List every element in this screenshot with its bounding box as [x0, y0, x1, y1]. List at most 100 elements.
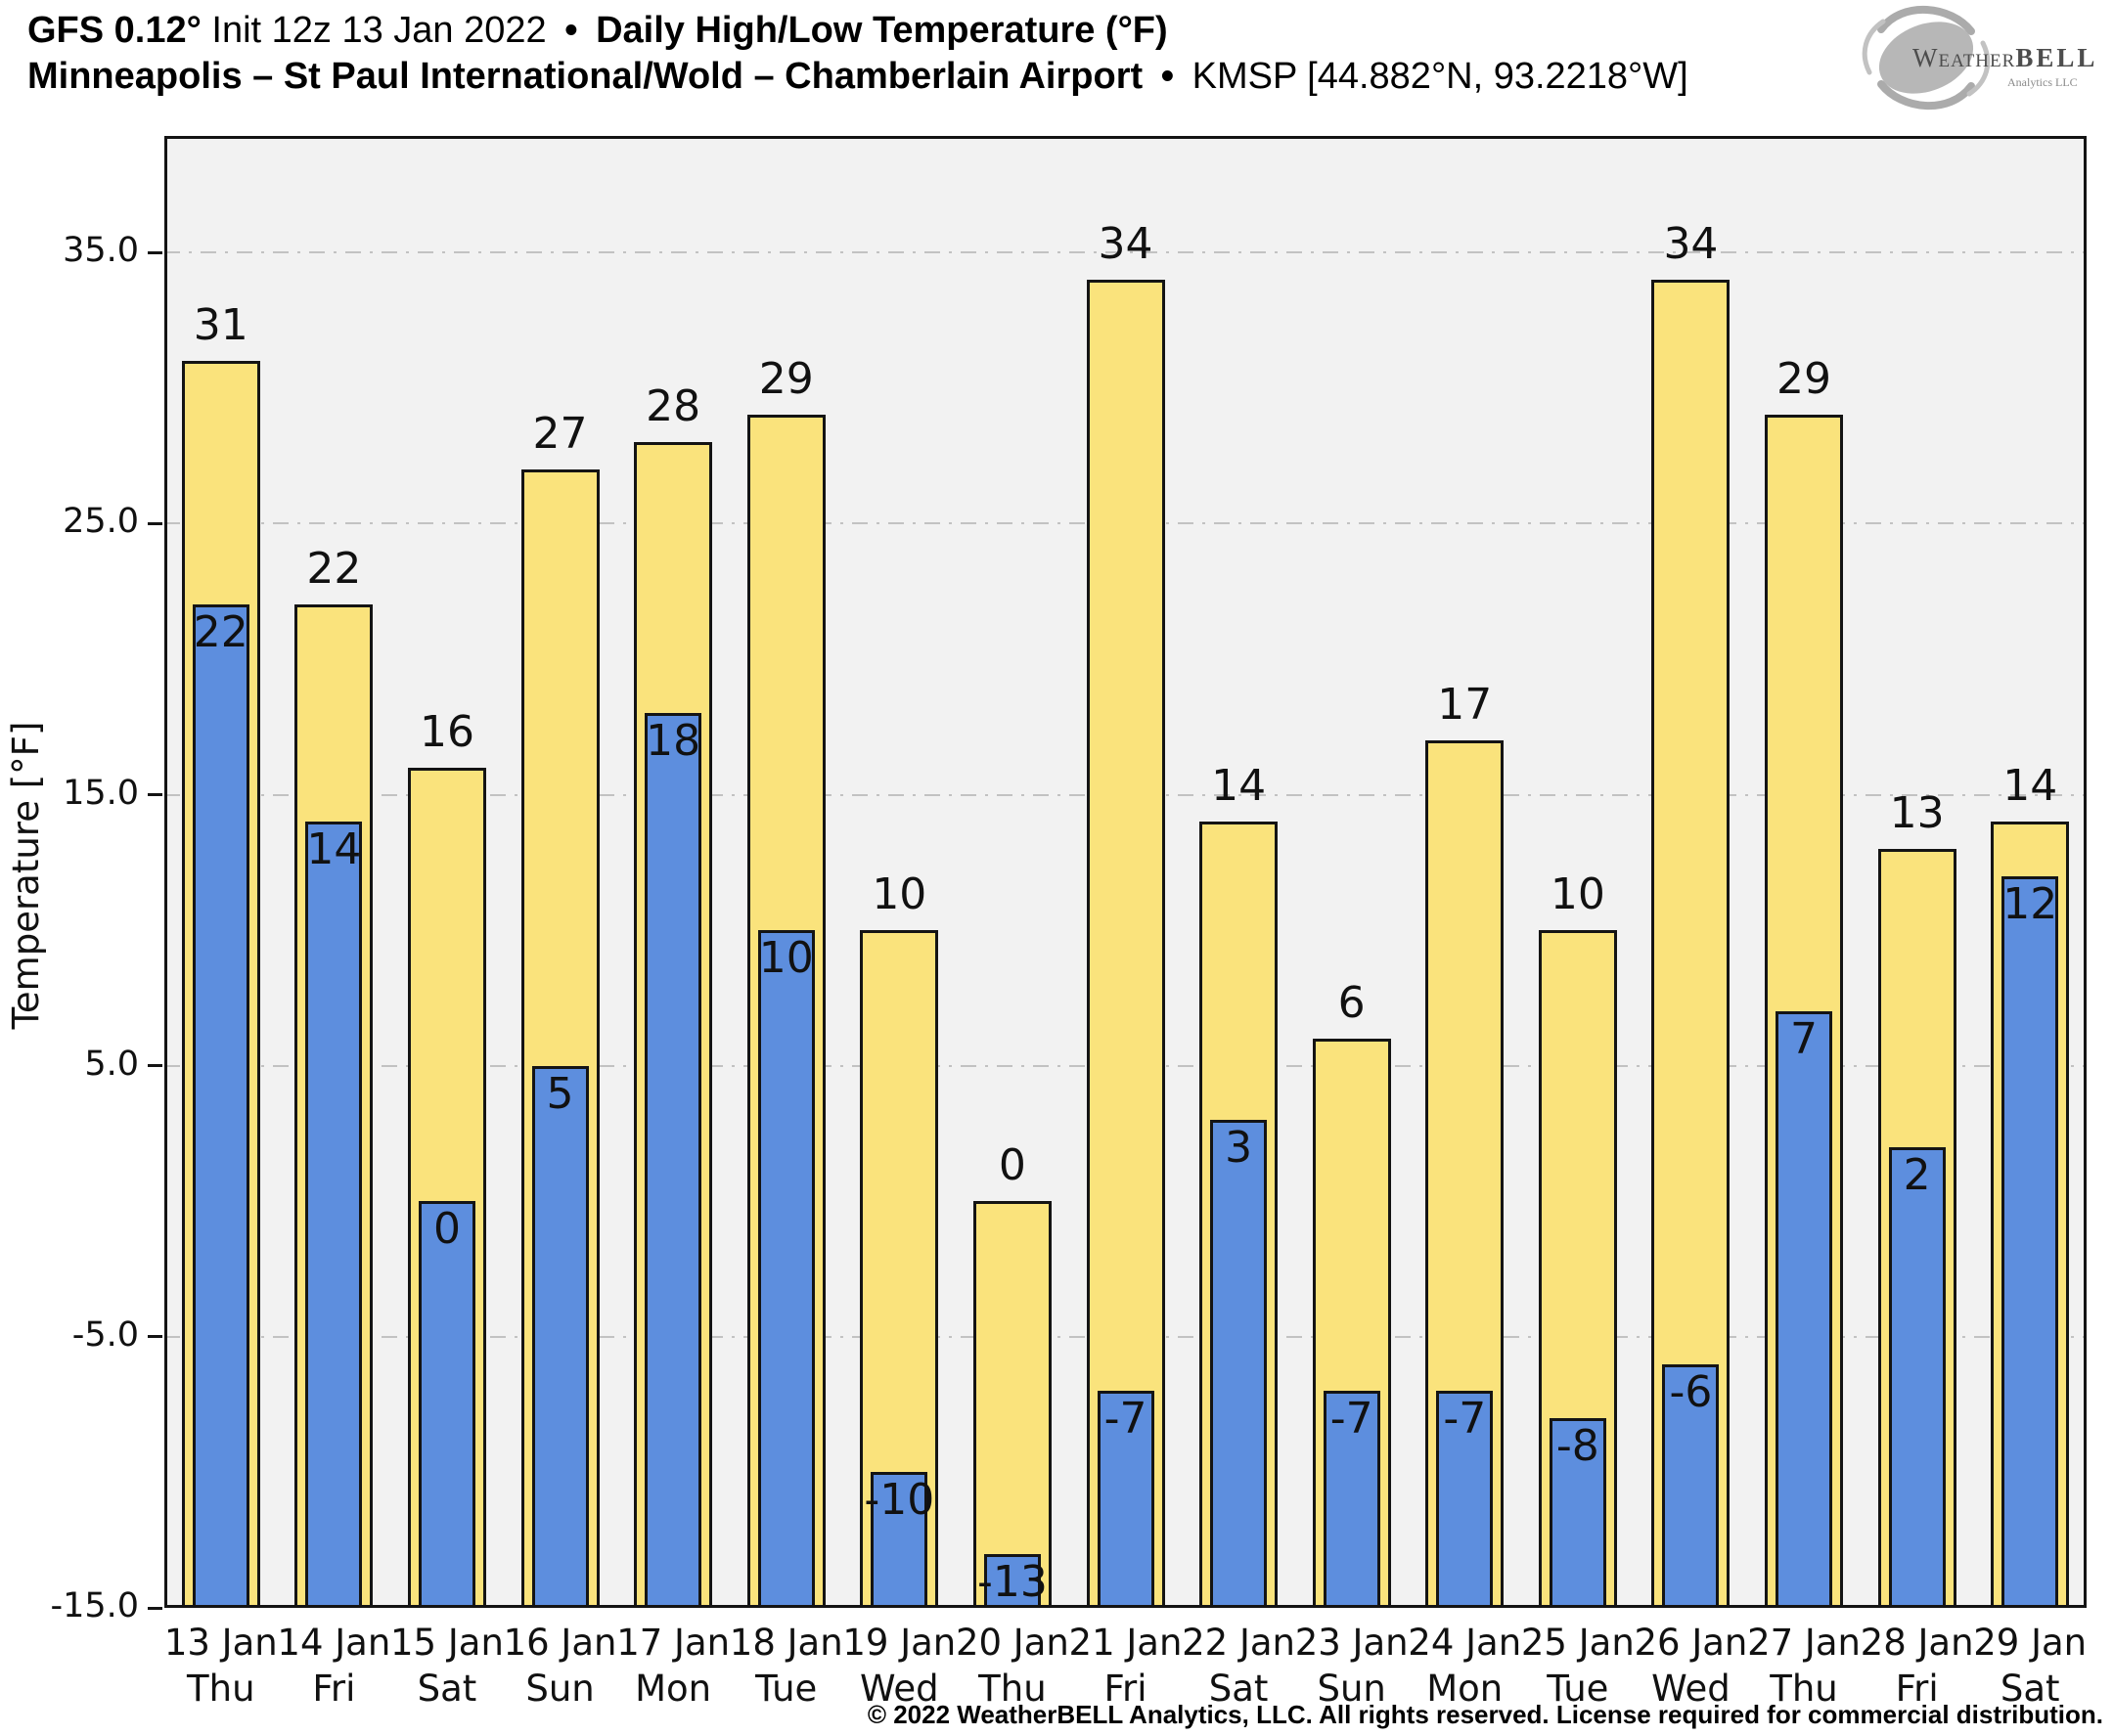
high-value-label: 22	[306, 544, 362, 595]
low-value-label: -10	[864, 1475, 935, 1526]
low-value-label: -7	[1329, 1394, 1373, 1445]
low-value-label: -6	[1669, 1366, 1713, 1417]
x-tick-date: 21 Jan	[1068, 1622, 1183, 1664]
x-tick-weekday: Fri	[312, 1668, 356, 1710]
y-tick-label: 5.0	[84, 1044, 139, 1084]
x-tick-date: 26 Jan	[1634, 1622, 1748, 1664]
weatherbell-logo: WeatherBELL Analytics LLC	[1862, 5, 2095, 111]
logo-text-bell: BELL	[2015, 43, 2095, 72]
logo-text-weather: Weather	[1912, 43, 2015, 72]
low-value-label: -8	[1555, 1420, 1599, 1471]
y-tick-mark	[148, 250, 162, 254]
high-value-label: 13	[1889, 787, 1945, 838]
y-tick-label: -15.0	[50, 1586, 139, 1625]
high-value-label: 6	[1337, 977, 1366, 1028]
x-tick-date: 25 Jan	[1520, 1622, 1635, 1664]
copyright-notice: © 2022 WeatherBELL Analytics, LLC. All r…	[867, 1700, 2103, 1729]
x-tick-label: 23 Jan Sun	[1272, 1620, 1432, 1712]
logo-subtext: Analytics LLC	[2007, 75, 2078, 89]
low-bar	[2001, 875, 2059, 1608]
init-time: Init 12z 13 Jan 2022	[211, 10, 547, 51]
low-value-label: 10	[758, 933, 814, 984]
high-value-label: 31	[193, 300, 248, 351]
x-tick-label: 26 Jan Wed	[1610, 1620, 1771, 1712]
y-tick-mark	[148, 793, 162, 796]
low-bar	[192, 604, 249, 1608]
plot-area: 31 22 22 14 16 0 27 5 28 18 29 10 10 -10 0 -13 34 -7 14 3 6-…	[164, 136, 2087, 1608]
high-value-label: 14	[1211, 761, 1267, 812]
x-tick-label: 29 Jan Sat	[1950, 1620, 2110, 1712]
y-gridline	[164, 251, 2087, 254]
hurricane-swirl-icon	[1862, 5, 1991, 111]
y-tick-label: 15.0	[63, 773, 139, 813]
x-tick-date: 14 Jan	[277, 1622, 391, 1664]
x-tick-label: 16 Jan Sun	[480, 1620, 641, 1712]
chart-header: GFS 0.12° Init 12z 13 Jan 2022 • Daily H…	[27, 8, 1688, 100]
x-tick-weekday: Mon	[1426, 1668, 1504, 1710]
x-tick-label: 19 Jan Wed	[819, 1620, 979, 1712]
x-tick-weekday: Thu	[1770, 1668, 1838, 1710]
x-tick-date: 27 Jan	[1747, 1622, 1861, 1664]
x-tick-date: 15 Jan	[390, 1622, 504, 1664]
low-bar	[305, 822, 363, 1608]
x-tick-label: 20 Jan Thu	[932, 1620, 1093, 1712]
low-value-label: 12	[2002, 878, 2058, 929]
x-tick-date: 16 Jan	[503, 1622, 617, 1664]
low-bar	[757, 930, 815, 1608]
low-value-label: 7	[1790, 1014, 1819, 1065]
low-value-label: 18	[646, 716, 701, 767]
x-tick-date: 28 Jan	[1860, 1622, 1974, 1664]
x-tick-weekday: Sat	[1208, 1668, 1269, 1710]
low-bar	[1436, 1391, 1494, 1608]
x-tick-label: 25 Jan Tue	[1498, 1620, 1658, 1712]
x-tick-label: 17 Jan Mon	[593, 1620, 753, 1712]
low-value-label: 3	[1225, 1123, 1253, 1174]
x-tick-weekday: Tue	[755, 1668, 818, 1710]
svg-text:WeatherBELL: WeatherBELL	[1912, 43, 2095, 72]
x-tick-date: 19 Jan	[842, 1622, 957, 1664]
y-tick-mark	[148, 1335, 162, 1339]
y-tick-mark	[148, 521, 162, 525]
low-bar	[1549, 1417, 1606, 1608]
high-bar	[972, 1201, 1052, 1608]
low-value-label: 5	[546, 1068, 574, 1119]
x-tick-weekday: Wed	[859, 1668, 939, 1710]
low-value-label: 14	[306, 824, 362, 875]
high-value-label: 28	[646, 381, 701, 432]
title-line-2: Minneapolis – St Paul International/Wold…	[27, 54, 1688, 100]
low-bar	[1662, 1363, 1720, 1608]
x-tick-weekday: Sat	[2000, 1668, 2060, 1710]
low-bar	[1888, 1146, 1946, 1608]
high-value-label: 34	[1663, 218, 1719, 269]
low-bar	[1776, 1011, 1833, 1608]
x-tick-label: 14 Jan Fri	[253, 1620, 414, 1712]
x-tick-label: 18 Jan Tue	[706, 1620, 867, 1712]
high-value-label: 14	[2002, 761, 2058, 812]
bullet-separator: •	[564, 10, 578, 51]
low-bar	[645, 713, 702, 1608]
x-tick-weekday: Wed	[1651, 1668, 1731, 1710]
x-tick-weekday: Fri	[1895, 1668, 1939, 1710]
x-tick-label: 13 Jan Thu	[141, 1620, 301, 1712]
x-tick-date: 18 Jan	[729, 1622, 843, 1664]
model-name: GFS 0.12°	[27, 10, 202, 51]
x-tick-weekday: Sun	[1317, 1668, 1386, 1710]
high-value-label: 16	[419, 706, 474, 757]
low-bar	[871, 1472, 928, 1608]
low-bar	[1097, 1391, 1154, 1608]
low-bar	[418, 1201, 475, 1608]
x-tick-date: 20 Jan	[955, 1622, 1069, 1664]
low-bar	[1323, 1391, 1380, 1608]
x-tick-weekday: Thu	[187, 1668, 255, 1710]
high-value-label: 29	[758, 354, 814, 405]
y-tick-mark	[148, 1064, 162, 1068]
x-tick-weekday: Thu	[978, 1668, 1047, 1710]
page-title: Daily High/Low Temperature (°F)	[596, 10, 1168, 51]
station-id-coordinates: KMSP [44.882°N, 93.2218°W]	[1191, 56, 1688, 97]
x-tick-date: 24 Jan	[1408, 1622, 1522, 1664]
y-tick-label: -5.0	[71, 1314, 139, 1355]
x-tick-label: 28 Jan Fri	[1837, 1620, 1998, 1712]
high-value-label: 17	[1437, 680, 1493, 731]
low-bar	[1210, 1120, 1268, 1608]
high-value-label: 0	[998, 1140, 1026, 1191]
